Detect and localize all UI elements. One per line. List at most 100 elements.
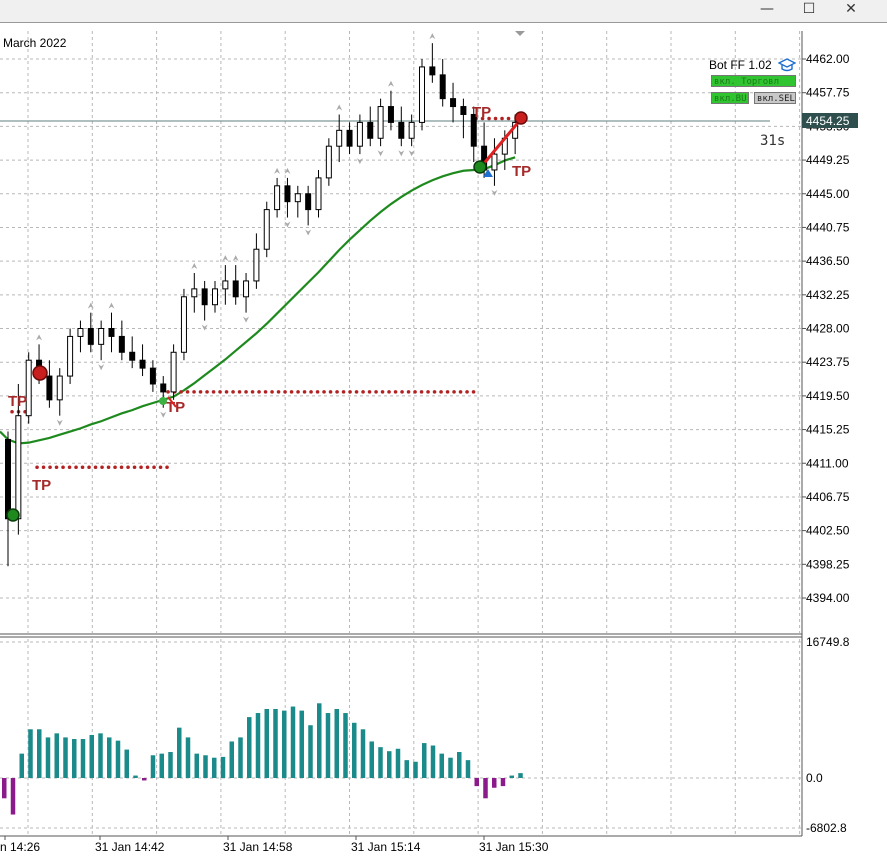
price-axis-label: 4419.50 [806, 389, 850, 403]
candle-body [377, 106, 384, 139]
toggle-trading-button[interactable]: вкл. Торговл [711, 75, 796, 87]
volume-bar [395, 748, 401, 778]
entry-marker-icon [6, 508, 20, 522]
volume-axis-label: 0.0 [806, 771, 823, 785]
volume-bar [28, 729, 33, 778]
up-fractal-icon [108, 302, 115, 309]
volume-bar [212, 757, 217, 778]
toggle-sell-button[interactable]: вкл.SELL [754, 92, 796, 104]
volume-bar [500, 778, 506, 787]
down-fractal-icon [356, 158, 363, 165]
volume-bar [282, 710, 287, 778]
current-price-label: 4454.25 [806, 114, 850, 128]
candle-body [87, 328, 94, 345]
entry-marker-icon [159, 397, 167, 405]
volume-bar [255, 713, 261, 778]
price-axis-label: 4423.75 [806, 355, 850, 369]
volume-bar [413, 761, 418, 778]
volume-bar [142, 778, 147, 781]
down-fractal-icon [284, 221, 291, 228]
candle-body [470, 113, 477, 147]
price-axis-label: 4402.50 [806, 524, 850, 538]
candle-body [232, 280, 239, 298]
candle-body [284, 185, 291, 203]
price-axis-label: 4415.25 [806, 423, 850, 437]
price-axis-label: 4449.25 [806, 153, 850, 167]
candle-body [170, 351, 177, 393]
candle-body [149, 367, 156, 385]
volume-bar [360, 729, 366, 778]
candle-body [450, 98, 457, 108]
up-fractal-icon [87, 302, 94, 309]
chart-canvas[interactable]: 4462.004457.754453.504449.254445.004440.… [0, 23, 887, 862]
volume-bar [98, 733, 103, 778]
candle-body [46, 375, 53, 401]
toggle-buy-button[interactable]: вкл.BU [711, 92, 749, 104]
trade-line [479, 118, 523, 168]
up-fractal-icon [336, 104, 343, 111]
volume-bar [247, 717, 252, 778]
volume-bar [439, 753, 444, 778]
volume-bar [273, 708, 278, 778]
candle-body [160, 383, 167, 393]
moving-average [0, 156, 516, 445]
minimize-icon[interactable]: — [760, 1, 774, 17]
candle-body [439, 74, 446, 100]
volume-bar [177, 727, 182, 778]
volume-bar [334, 708, 339, 778]
close-icon[interactable]: ✕ [845, 1, 857, 17]
price-axis-label: 4406.75 [806, 490, 850, 504]
up-fractal-icon [429, 33, 436, 40]
graduation-cap-icon [778, 58, 796, 72]
chart-window[interactable]: 4462.004457.754453.504449.254445.004440.… [0, 22, 887, 862]
exit-marker-icon [32, 365, 48, 381]
candle-body [387, 106, 394, 123]
volume-bar [194, 753, 199, 778]
candle-body [491, 153, 498, 171]
volume-bar [203, 755, 208, 778]
up-fractal-icon [222, 255, 229, 262]
volume-bar [509, 775, 514, 778]
volume-bar [159, 753, 164, 778]
down-fractal-icon [377, 150, 384, 157]
candle-body [315, 177, 322, 211]
candles [5, 43, 519, 567]
volume-bar [107, 737, 112, 778]
volume-bar [457, 752, 462, 778]
volume-bar [352, 722, 357, 778]
candle-body [201, 288, 208, 306]
current-price-tag [802, 113, 858, 128]
tp-label: TP [512, 163, 531, 180]
maximize-icon[interactable]: ☐ [802, 1, 816, 17]
volume-axis-label: -6802.8 [806, 821, 847, 835]
volume-bar [54, 733, 59, 778]
volume-bar [378, 747, 383, 778]
down-fractal-icon [56, 419, 63, 426]
candle-body [305, 193, 312, 211]
candle-body [56, 375, 63, 401]
volume-bar [369, 741, 374, 778]
volume-bar [317, 703, 322, 778]
candle-body [356, 121, 363, 147]
window-titlebar: — ☐ ✕ [0, 0, 887, 22]
entry-marker-icon [473, 160, 487, 174]
volume-bar [299, 710, 304, 778]
candle-body [346, 129, 353, 147]
candle-body [398, 121, 405, 139]
candle-body [408, 121, 415, 139]
down-fractal-icon [398, 150, 405, 157]
time-axis-label: 31 Jan 15:30 [479, 840, 549, 854]
up-fractal-icon [274, 167, 281, 174]
volume-bar [150, 755, 156, 778]
volume-bar [19, 753, 24, 778]
price-axis-label: 4440.75 [806, 220, 850, 234]
candle-body [263, 209, 270, 250]
tp-labels: TP TP TP TP TP [8, 104, 531, 494]
volume-bar [308, 725, 313, 778]
candle-body [180, 296, 187, 353]
price-axis-label: 4432.25 [806, 288, 850, 302]
axes: 4462.004457.754453.504449.254445.004440.… [0, 52, 858, 854]
volume-bar [10, 778, 16, 815]
candle-body [243, 280, 250, 298]
chart-grid [0, 31, 802, 835]
